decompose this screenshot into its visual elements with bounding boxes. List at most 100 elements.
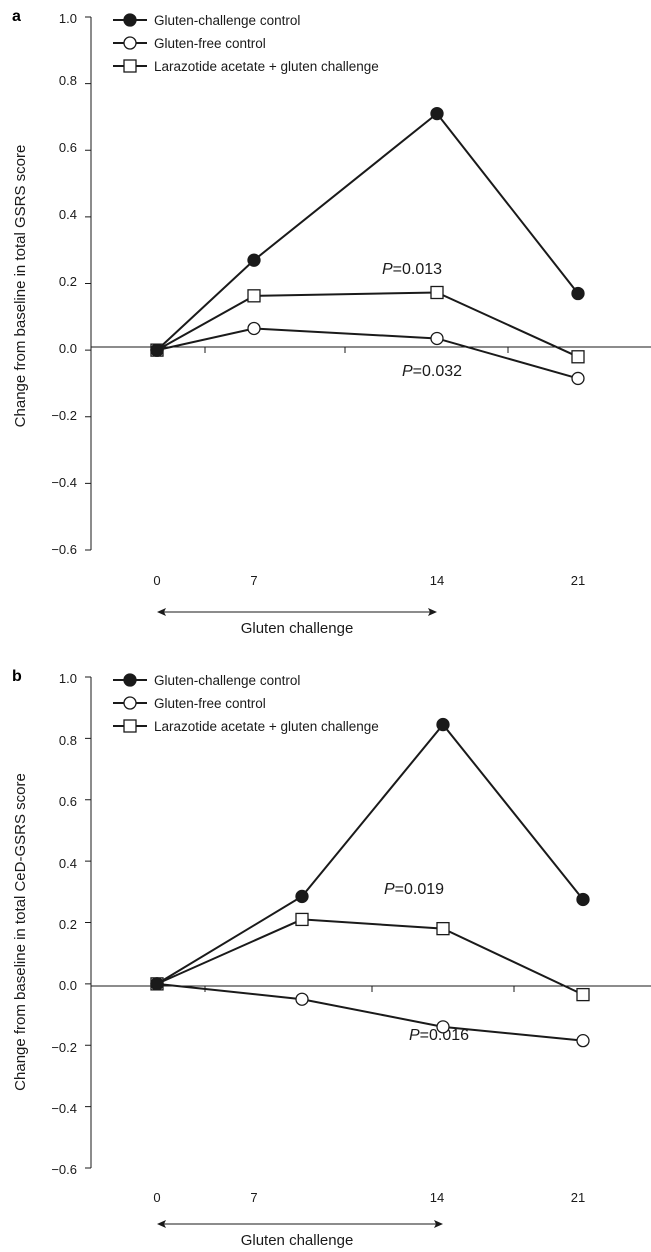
data-point [576,1033,590,1048]
series-open-circle [150,321,585,386]
series-line [156,291,579,358]
panel-b: b Change from baseline in total CeD-GSRS… [12,668,651,1249]
y-tick-label: 1.0 [59,671,77,686]
y-tick-label: 0.4 [59,856,77,871]
panel-a-x-tick-labels: 0 7 14 21 [153,573,585,588]
x-tick-label: 14 [430,573,444,588]
legend-entry-label: Larazotide acetate + gluten challenge [154,59,379,74]
data-point [571,371,585,386]
legend-marker [123,696,137,710]
data-point [295,912,309,927]
y-tick-label: 0.6 [59,140,77,155]
p-value: =0.032 [413,363,462,380]
arrow-head-right [428,608,437,616]
y-tick-label: −0.2 [51,408,77,423]
data-point [430,106,444,121]
panel-b-y-tick-labels: 1.0 0.8 0.6 0.4 0.2 0.0 −0.2 −0.4 −0.6 [51,671,77,1177]
p-symbol: P [382,261,393,278]
data-point [150,977,164,991]
y-tick-label: 0.2 [59,274,77,289]
y-tick-label: −0.4 [51,1101,77,1116]
series-line [156,327,579,380]
p-value: =0.013 [393,261,442,278]
data-point [576,987,590,1002]
arrow-head-right [434,1220,443,1228]
x-tick-label: 0 [153,573,160,588]
y-tick-label: −0.6 [51,1162,77,1177]
series-line [156,982,584,1042]
x-tick-label: 21 [571,573,585,588]
x-tick-label: 0 [153,1190,160,1205]
arrow-head-left [157,1220,166,1228]
x-tick-label: 7 [250,573,257,588]
y-tick-label: 0.4 [59,207,77,222]
p-symbol: P [409,1027,420,1044]
data-point [430,285,444,300]
legend-marker [123,59,137,73]
x-tick-label: 7 [250,1190,257,1205]
y-tick-label: 0.0 [59,978,77,993]
series-open-circle [150,977,590,1048]
panel-b-y-axis-title: Change from baseline in total CeD-GSRS s… [12,773,29,1091]
legend-marker [123,13,137,27]
axes [85,676,651,1169]
series-line [156,112,579,351]
data-point [571,286,585,301]
panel-b-p-value-upper: P=0.019 [384,881,444,898]
data-point [571,350,585,364]
panel-a-p-value-lower: P=0.032 [402,363,462,380]
y-tick-label: −0.2 [51,1040,77,1055]
legend-entry-label: Gluten-challenge control [154,673,300,688]
panel-a-legend: Gluten-challenge control Gluten-free con… [154,13,379,74]
y-tick-label: 0.8 [59,733,77,748]
x-tick-label: 21 [571,1190,585,1205]
axes [85,16,651,551]
data-point [247,289,261,303]
gluten-challenge-arrow [157,1220,443,1228]
y-tick-label: 0.8 [59,73,77,88]
data-point [295,889,309,904]
series-filled-circle [150,106,585,357]
series-line [156,722,584,985]
data-point [295,992,309,1006]
panel-b-legend: Gluten-challenge control Gluten-free con… [154,673,379,734]
series-line [156,918,584,996]
panel-a: a Change from baseline in total GSRS sco… [12,8,651,637]
legend-entry-label: Gluten-challenge control [154,13,300,28]
panel-a-gluten-challenge-label: Gluten challenge [241,620,354,637]
panel-b-gluten-challenge-label: Gluten challenge [241,1232,354,1249]
y-tick-label: 0.0 [59,341,77,356]
gluten-challenge-arrow [157,608,437,616]
data-point [436,921,450,936]
legend-markers [113,673,147,733]
y-tick-label: −0.6 [51,542,77,557]
y-tick-label: 1.0 [59,11,77,26]
panel-b-p-value-lower: P=0.016 [409,1027,469,1044]
data-point [430,331,444,346]
data-point [247,321,261,336]
panel-a-p-value-upper: P=0.013 [382,261,442,278]
panel-a-label: a [12,8,21,25]
series-open-square [150,912,590,1002]
data-point [247,253,261,267]
data-point [576,892,590,907]
data-point [150,343,164,357]
panel-a-y-tick-labels: 1.0 0.8 0.6 0.4 0.2 0.0 −0.2 −0.4 −0.6 [51,11,77,557]
panel-b-label: b [12,668,22,685]
p-value: =0.019 [395,881,444,898]
panel-b-x-tick-labels: 0 7 14 21 [153,1190,585,1205]
legend-entry-label: Larazotide acetate + gluten challenge [154,719,379,734]
y-tick-label: 0.2 [59,917,77,932]
data-point [436,717,450,732]
x-tick-label: 14 [430,1190,444,1205]
y-tick-label: −0.4 [51,475,77,490]
series-open-square [150,285,585,364]
y-tick-label: 0.6 [59,794,77,809]
legend-entry-label: Gluten-free control [154,696,266,711]
p-symbol: P [384,881,395,898]
legend-marker [123,36,137,50]
arrow-head-left [157,608,166,616]
legend-entry-label: Gluten-free control [154,36,266,51]
series-filled-circle [150,717,590,991]
